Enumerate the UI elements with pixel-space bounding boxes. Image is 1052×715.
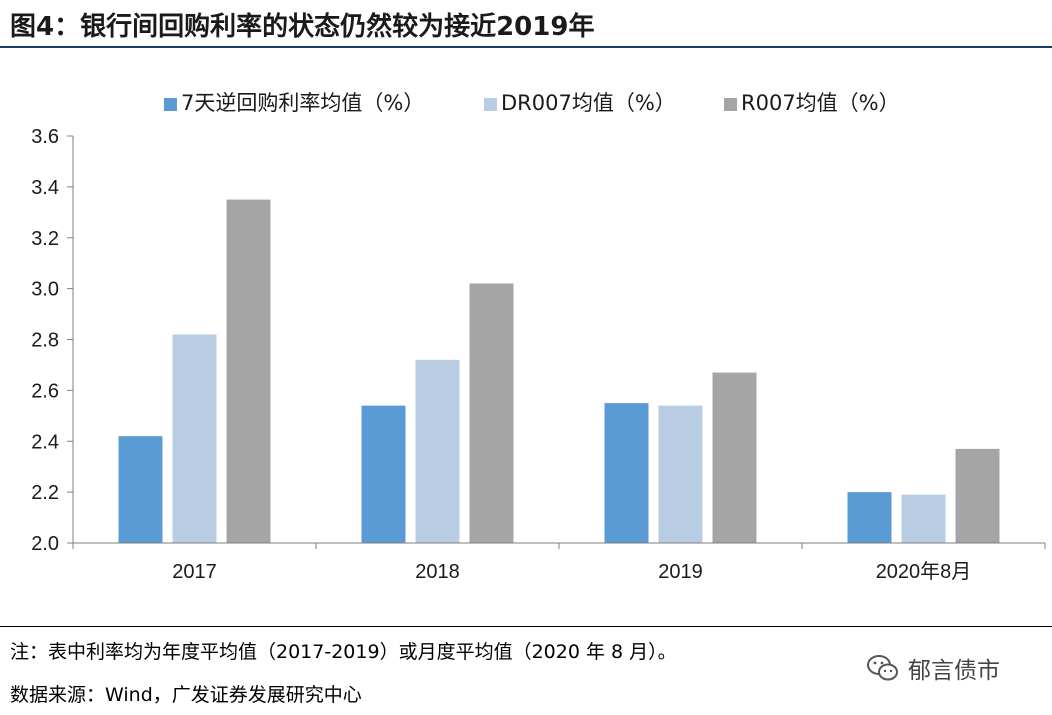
bar <box>361 405 406 543</box>
y-tick-label: 3.2 <box>31 228 59 250</box>
watermark-text: 郁言债市 <box>908 658 1000 684</box>
y-tick-label: 3.0 <box>31 279 59 301</box>
y-tick-label: 3.6 <box>31 126 59 148</box>
bar <box>469 283 514 543</box>
y-tick-label: 2.2 <box>31 482 59 504</box>
legend-label: R007均值（%） <box>741 91 900 115</box>
bar-chart: 7天逆回购利率均值（%） DR007均值（%） R007均值（%） 2.02.22.… <box>31 91 1046 583</box>
data-source: 数据来源：Wind，广发证券发展研究中心 <box>10 684 362 706</box>
bar <box>415 359 460 543</box>
notes-divider <box>0 626 1052 627</box>
legend-label: 7天逆回购利率均值（%） <box>181 91 424 115</box>
title-divider <box>0 46 1052 48</box>
watermark: 郁言债市 <box>866 650 1000 686</box>
y-tick-label: 2.6 <box>31 380 59 402</box>
y-axis: 2.0 2.2 2.4 2.6 2.8 3.0 3.2 3.4 3.6 <box>31 126 74 555</box>
y-tick-label: 2.8 <box>31 330 59 352</box>
x-tick-label: 2017 <box>172 561 217 583</box>
title-bar: 图4：银行间回购利率的状态仍然较为接近2019年 <box>0 0 1052 48</box>
bar <box>955 448 1000 543</box>
x-tick-label: 2019 <box>658 561 703 583</box>
y-tick-label: 3.4 <box>31 177 59 199</box>
bar <box>226 199 271 543</box>
bar <box>847 492 892 543</box>
bar <box>172 334 217 543</box>
x-tick-label: 2020年8月 <box>876 560 972 583</box>
x-axis: 2017 2018 2019 2020年8月 <box>72 542 1046 583</box>
chart-bars <box>118 199 1000 543</box>
chart-note: 注：表中利率均为年度平均值（2017-2019）或月度平均值（2020 年 8 … <box>10 641 677 663</box>
bar <box>901 494 946 543</box>
x-tick-label: 2018 <box>415 561 460 583</box>
y-tick-label: 2.0 <box>31 533 59 555</box>
legend-swatch <box>484 98 497 111</box>
legend-swatch <box>724 98 737 111</box>
chart-legend: 7天逆回购利率均值（%） DR007均值（%） R007均值（%） <box>164 91 900 115</box>
legend-label: DR007均值（%） <box>501 91 676 115</box>
bar <box>118 436 163 543</box>
bar <box>712 372 757 543</box>
figure-title: 图4：银行间回购利率的状态仍然较为接近2019年 <box>10 12 595 42</box>
legend-swatch <box>164 98 177 111</box>
bar <box>658 405 703 543</box>
wechat-icon <box>867 655 898 681</box>
bar <box>604 403 649 543</box>
y-tick-label: 2.4 <box>31 431 59 453</box>
